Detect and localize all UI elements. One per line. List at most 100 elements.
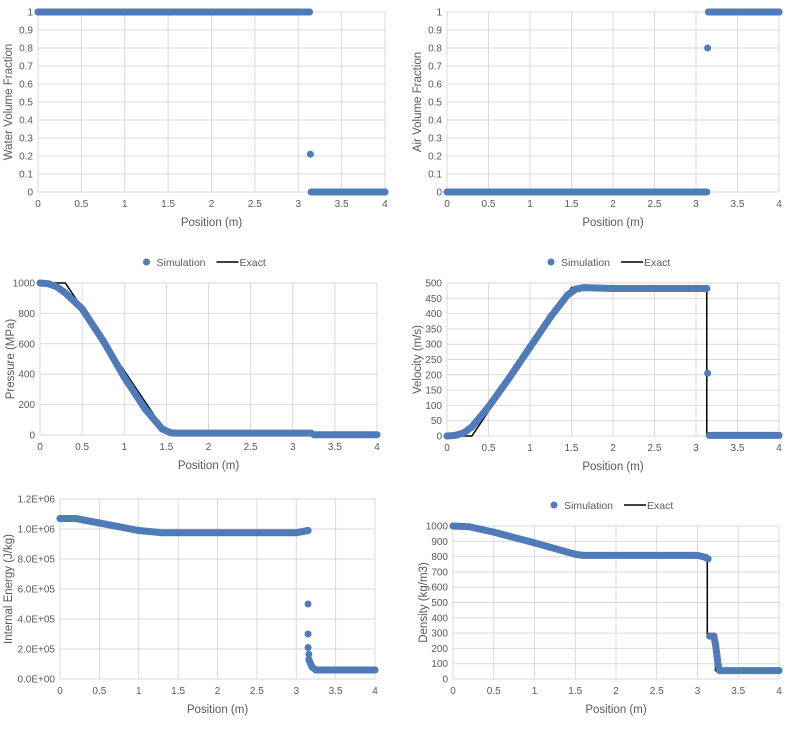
x-tick-label: 3.5 xyxy=(731,443,745,454)
x-tick-label: 2 xyxy=(206,442,212,453)
y-tick-label: 0 xyxy=(436,188,442,199)
y-tick-label: 8.0E+05 xyxy=(17,555,55,566)
x-tick-label: 2 xyxy=(215,686,221,697)
simulation-point xyxy=(141,405,149,413)
x-tick-label: 0.5 xyxy=(75,442,89,453)
x-tick-label: 1.5 xyxy=(161,199,175,210)
chart-velocity: 0 0.5 1 1.5 2 2.5 3 3.5 4 0 50 100 150 200 250 300 350 40… xyxy=(412,257,783,473)
x-tick-label: 3 xyxy=(695,686,701,697)
y-tick-label: 200 xyxy=(18,400,35,411)
y-tick-label: 0.1 xyxy=(428,170,442,181)
simulation-point xyxy=(460,429,468,437)
simulation-point xyxy=(304,527,312,534)
chart-air: 0 0.5 1 1.5 2 2.5 3 3.5 4 0 0.1 0.2 0.3 0.4 0.5 0.6 0.7 0… xyxy=(412,8,783,229)
simulation-point xyxy=(703,285,711,293)
x-tick-label: 3 xyxy=(693,443,699,454)
y-tick-label: 0.9 xyxy=(428,26,442,37)
y-tick-label: 1000 xyxy=(426,522,449,533)
y-tick-label: 200 xyxy=(431,644,448,655)
y-tick-label: 0.7 xyxy=(19,62,33,73)
simulation-point xyxy=(292,529,300,537)
legend-exact-label: Exact xyxy=(644,257,670,269)
x-axis-label: Position (m) xyxy=(187,704,249,716)
simulation-point xyxy=(61,289,69,297)
y-tick-label: 0 xyxy=(27,188,33,199)
x-tick-label: 0.5 xyxy=(482,443,496,454)
simulation-point xyxy=(306,150,314,158)
y-tick-label: 1000 xyxy=(13,279,36,290)
x-tick-label: 2.5 xyxy=(648,199,662,210)
simulation-point xyxy=(373,431,381,439)
simulation-point xyxy=(703,188,711,196)
y-tick-label: 150 xyxy=(425,386,442,397)
y-tick-label: 4.0E+05 xyxy=(17,615,55,626)
simulation-point xyxy=(305,650,313,658)
simulation-point xyxy=(490,528,498,536)
simulation-point xyxy=(705,431,713,439)
simulation-point xyxy=(135,527,143,534)
x-tick-label: 1 xyxy=(527,443,533,454)
x-tick-label: 1 xyxy=(527,199,533,210)
y-tick-label: 0 xyxy=(442,675,448,686)
y-tick-label: 200 xyxy=(425,370,442,381)
x-tick-label: 2 xyxy=(610,443,616,454)
legend-simulation-marker xyxy=(547,258,555,266)
y-tick-label: 450 xyxy=(425,294,442,305)
simulation-point xyxy=(711,640,719,648)
y-tick-label: 0.5 xyxy=(19,98,33,109)
y-tick-label: 0.6 xyxy=(428,80,442,91)
simulation-point xyxy=(694,551,701,559)
x-tick-label: 1 xyxy=(121,442,127,453)
x-tick-label: 3.5 xyxy=(731,199,745,210)
simulation-point xyxy=(704,44,712,52)
simulation-point xyxy=(304,630,312,638)
simulation-point xyxy=(547,313,555,321)
y-tick-label: 300 xyxy=(425,340,442,351)
y-tick-label: 0.2 xyxy=(19,152,33,163)
simulation-point xyxy=(714,660,722,668)
simulation-point xyxy=(485,403,492,411)
simulation-point xyxy=(579,551,587,559)
chart-pressure: 0 0.5 1 1.5 2 2.5 3 3.5 4 0 200 400 600 800 1000 Positi… xyxy=(5,257,381,472)
x-tick-label: 0.5 xyxy=(74,199,88,210)
x-tick-label: 1 xyxy=(122,199,128,210)
y-tick-label: 1 xyxy=(436,8,442,19)
y-tick-label: 600 xyxy=(18,339,35,350)
x-tick-label: 0 xyxy=(444,199,450,210)
x-tick-label: 4 xyxy=(776,199,782,210)
simulation-point xyxy=(505,374,513,382)
x-tick-label: 4 xyxy=(382,199,388,210)
x-tick-label: 3.5 xyxy=(731,686,745,697)
x-tick-label: 2.5 xyxy=(650,686,664,697)
y-tick-label: 100 xyxy=(431,659,448,670)
x-tick-label: 0.5 xyxy=(482,199,496,210)
y-tick-label: 0.4 xyxy=(19,116,33,127)
simulation-point xyxy=(158,425,166,433)
y-tick-label: 800 xyxy=(431,552,448,563)
x-tick-label: 0 xyxy=(444,443,450,454)
simulation-point xyxy=(371,666,379,674)
simulation-point xyxy=(526,343,534,351)
x-axis-label: Position (m) xyxy=(181,217,243,229)
x-tick-label: 1.5 xyxy=(171,686,185,697)
y-tick-label: 0 xyxy=(436,432,442,443)
x-tick-label: 2.5 xyxy=(248,199,262,210)
y-axis-label: Velocity (m/s) xyxy=(412,325,424,394)
y-tick-label: 0 xyxy=(29,431,35,442)
x-axis-label: Position (m) xyxy=(585,704,647,716)
x-tick-label: 2.5 xyxy=(250,686,264,697)
y-tick-label: 2.0E+05 xyxy=(17,645,55,656)
x-tick-label: 1 xyxy=(136,686,142,697)
simulation-series xyxy=(443,284,711,440)
simulation-point xyxy=(34,8,42,16)
y-axis-label: Density (kg/m3) xyxy=(418,562,430,643)
legend-simulation-label: Simulation xyxy=(157,257,206,269)
simulation-point xyxy=(305,656,313,663)
x-tick-label: 3.5 xyxy=(329,686,343,697)
y-tick-label: 500 xyxy=(431,598,448,609)
y-tick-label: 6.0E+05 xyxy=(17,585,55,596)
y-tick-label: 0.5 xyxy=(428,98,442,109)
simulation-point xyxy=(56,515,64,522)
y-tick-label: 0.4 xyxy=(428,116,442,127)
